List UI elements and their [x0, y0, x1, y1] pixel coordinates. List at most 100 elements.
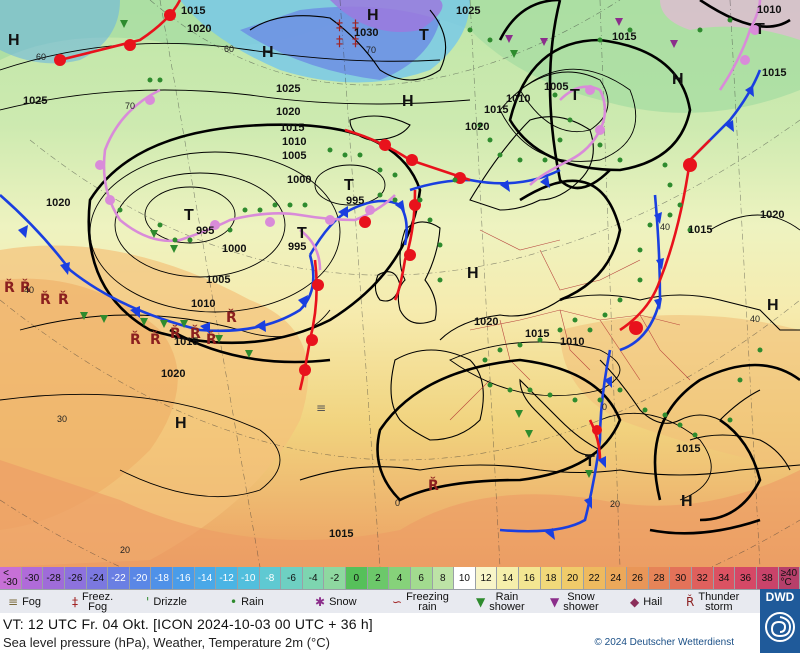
weather-map: ŘŘ ŘŘ ŘŘ ŘŘ ŘŘ Ř ‡ ‡ ‡ ‡ ≡ H H H 1030 H T …: [0, 0, 800, 567]
copyright: © 2024 Deutscher Wetterdienst: [594, 637, 734, 648]
isobar-label: 1015: [762, 67, 786, 79]
svg-text:‡: ‡: [336, 18, 343, 34]
scale-cell: -22: [108, 567, 130, 589]
temp-label: 20: [610, 499, 620, 509]
snow-icon: ✱: [315, 595, 326, 609]
rain-shower-icon: ▼: [476, 595, 486, 609]
scale-cell: -2: [324, 567, 346, 589]
isobar-label: 1020: [760, 209, 784, 221]
high-center-3: H: [402, 93, 414, 110]
chart-description: Sea level pressure (hPa), Weather, Tempe…: [3, 635, 330, 650]
legend-rain-shower-label: Rain shower: [489, 591, 525, 613]
warm-front-italy: [588, 419, 602, 461]
svg-text:‡: ‡: [352, 18, 359, 34]
temp-label: 60: [36, 52, 46, 62]
scale-cell: 12: [475, 567, 498, 589]
valid-time: VT: 12 UTC Fr. 04 Okt. [ICON 2024-10-03 …: [3, 616, 373, 632]
high-center-10: H: [467, 265, 479, 282]
legend-thunderstorm: Ř Thunder storm: [686, 590, 739, 614]
scale-cell: -8: [259, 567, 282, 589]
temp-label: 0: [395, 498, 400, 508]
legend-snow-label: Snow: [329, 596, 357, 608]
legend-fog: ≡ Fog: [8, 590, 41, 614]
svg-text:Ř: Ř: [4, 279, 15, 296]
iberia-coast: [390, 349, 484, 441]
legend-thunderstorm-label: Thunder storm: [698, 591, 740, 613]
scale-cell: 36: [735, 567, 757, 589]
occlusion-atlantic: [102, 88, 396, 243]
balkans-coast: [599, 359, 761, 424]
scale-cell: -30: [21, 567, 44, 589]
svg-text:Ř: Ř: [190, 325, 201, 342]
snow-shower-icon: ▼: [550, 595, 560, 609]
temp-label: 30: [57, 414, 67, 424]
legend-rain: • Rain: [230, 590, 264, 614]
scale-cell: 34: [713, 567, 736, 589]
isobar-label: 1015: [612, 31, 636, 43]
isobar-label: 1020: [276, 106, 300, 118]
atlantic-warm-core: [0, 278, 178, 530]
isobar-label: 1020: [474, 316, 498, 328]
thunderstorm-icon: Ř: [686, 595, 695, 609]
scale-cell: 32: [692, 567, 714, 589]
scale-cell: 0: [346, 567, 368, 589]
isobars-thin: [0, 42, 800, 501]
isobar-label: 1015: [329, 528, 353, 540]
isobar-label: 1000: [287, 174, 311, 186]
high-center-2: H: [367, 7, 379, 24]
warm-front-east: [619, 139, 711, 332]
high-center-9: H: [672, 71, 684, 88]
isobar-label: 1025: [276, 83, 300, 95]
britain-coast: [397, 221, 441, 324]
isobar-label: 1005: [282, 150, 306, 162]
occlusion-east: [718, 0, 762, 91]
dwd-logo: DWD: [760, 589, 800, 653]
isobar-label: 1025: [456, 5, 480, 17]
scale-cell: 16: [519, 567, 541, 589]
isobar-label: 1015: [174, 336, 198, 348]
high-center-12: H: [767, 297, 779, 314]
scale-cell: 6: [410, 567, 433, 589]
svg-text:Ř: Ř: [58, 291, 69, 308]
legend-freezing-fog-label: Freez. Fog: [82, 591, 114, 613]
legend-snow-shower: ▼ Snow shower: [550, 590, 599, 614]
high-center-0: H: [8, 32, 20, 49]
temp-label: 70: [366, 45, 376, 55]
temp-label: 60: [224, 44, 234, 54]
low-center-8: T: [297, 225, 307, 242]
pressure-centers: H H H 1030 H T T T 995 T 995 T 995 H H T…: [8, 7, 779, 510]
low-center-8-value: 995: [288, 241, 306, 253]
scale-cell: 20: [562, 567, 584, 589]
drizzle-icon: ꞌ: [146, 595, 150, 609]
svg-text:‡: ‡: [336, 34, 343, 50]
low-center-7-value: 995: [196, 225, 214, 237]
svg-text:Ř: Ř: [170, 325, 181, 342]
scale-cell: -6: [281, 567, 303, 589]
low-center-5: T: [755, 21, 765, 38]
high-center-2-value: 1030: [354, 27, 378, 39]
isobar-label: 1010: [757, 4, 781, 16]
scale-cell: -4: [302, 567, 325, 589]
isobar-label: 1010: [560, 336, 584, 348]
isobar-label: 1015: [676, 443, 700, 455]
scale-cell: -26: [64, 567, 87, 589]
isobar-label: 1010: [506, 93, 530, 105]
weather-legend: ≡ Fog ‡ Freez. Fog ꞌ Drizzle • Rain ✱ Sn…: [0, 589, 800, 613]
isobar-label: 1005: [544, 81, 568, 93]
temp-label: 40: [24, 285, 34, 295]
scale-cell: -12: [216, 567, 238, 589]
temp-label: 70: [125, 101, 135, 111]
scale-cell: ≥40 °C: [778, 567, 800, 589]
scale-cell: -18: [151, 567, 173, 589]
low-center-7: T: [184, 207, 194, 224]
italy-coast: [519, 378, 601, 456]
legend-hail-label: Hail: [643, 596, 663, 608]
legend-rain-shower: ▼ Rain shower: [476, 590, 525, 614]
scale-cell: -10: [237, 567, 260, 589]
legend-drizzle: ꞌ Drizzle: [146, 590, 187, 614]
temperature-scale: < -30 -30 -28 -26 -24 -22 -20 -18 -16 -14 -12 -10 -8…: [0, 567, 800, 589]
isobar-label: 1010: [282, 136, 306, 148]
isobar-label: 1000: [222, 243, 246, 255]
isobar-label: 1010: [191, 298, 215, 310]
